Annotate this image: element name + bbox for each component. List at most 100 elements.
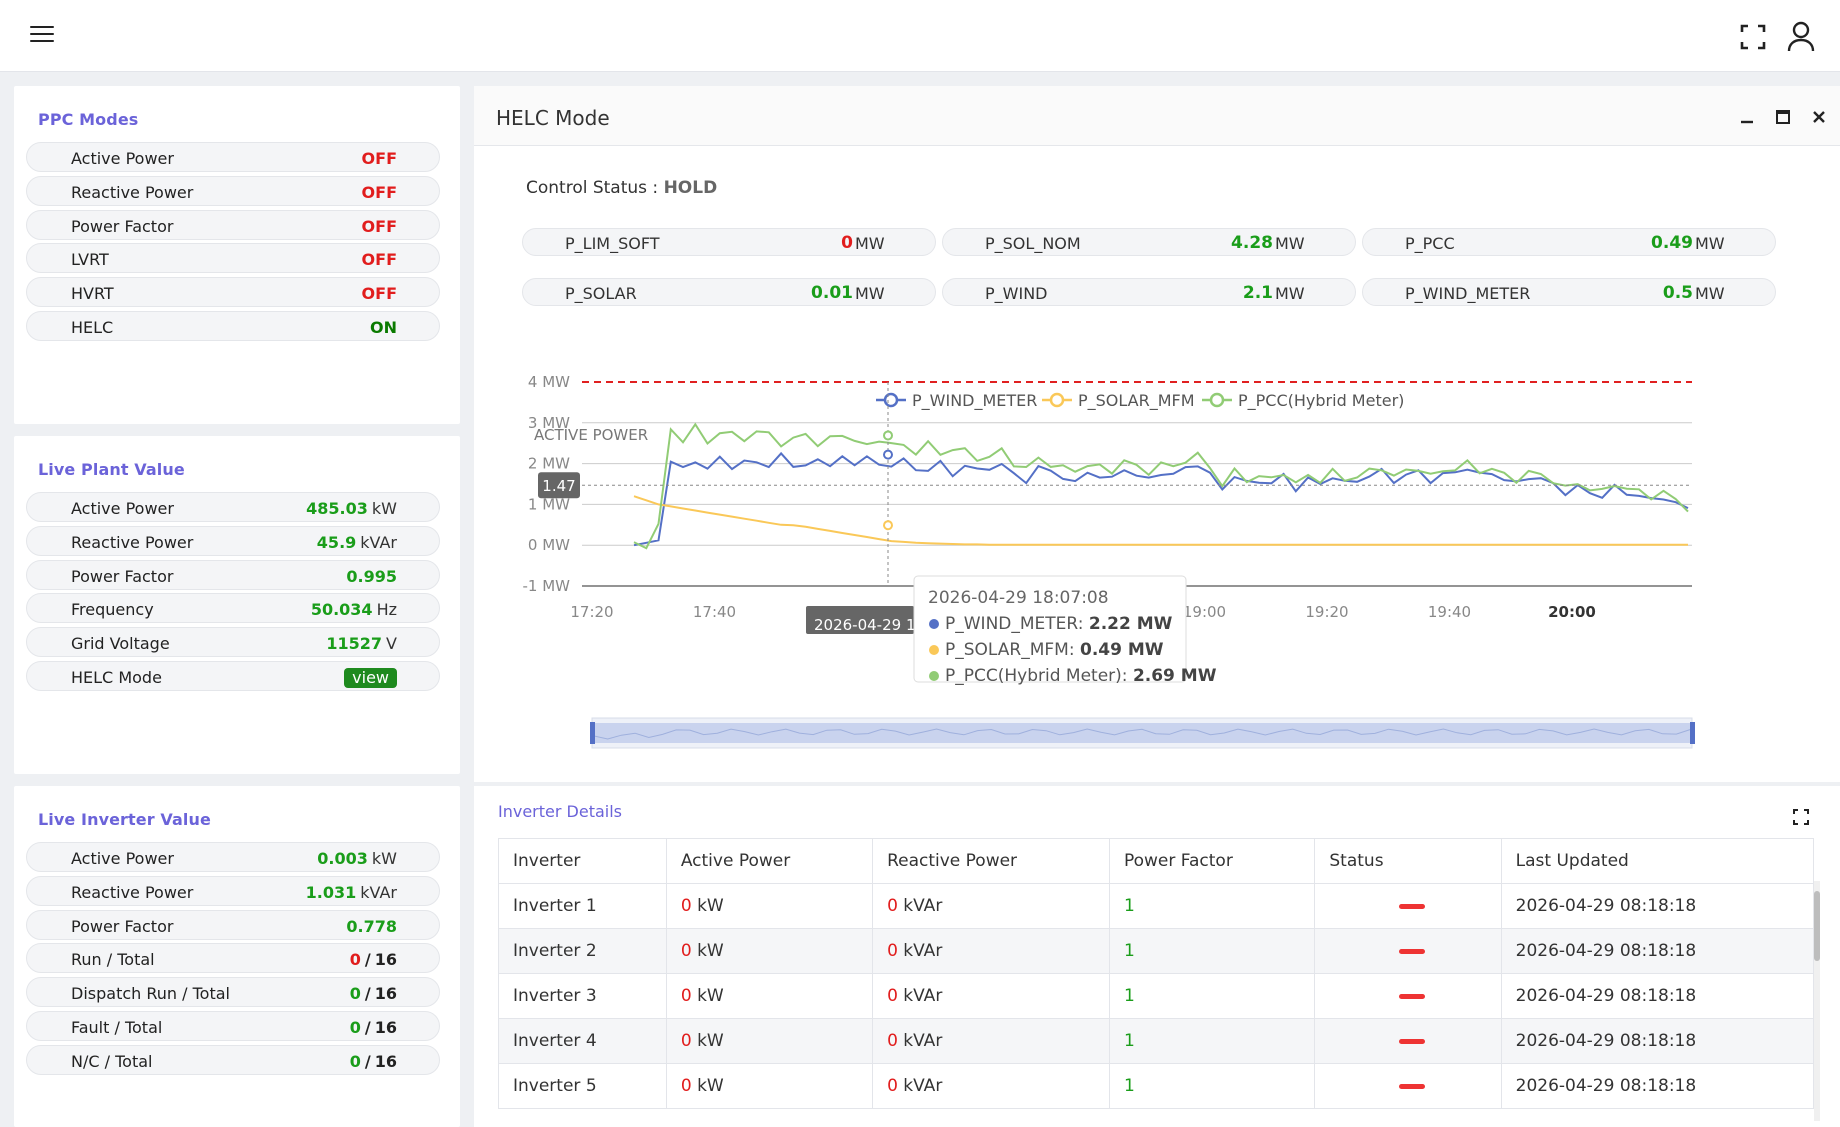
plant-value: 0.995 [346, 567, 397, 586]
table-scrollbar[interactable] [1814, 881, 1820, 1121]
plant-value-row[interactable]: HELC Mode view [26, 661, 440, 691]
helc-header: HELC Mode [474, 86, 1840, 146]
zoom-handle-left[interactable] [590, 722, 595, 744]
table-header-cell[interactable]: Last Updated [1500, 838, 1815, 884]
legend-label: P_SOLAR_MFM [1078, 391, 1195, 411]
power-factor-cell: 1 [1108, 928, 1316, 974]
helc-metric-label: P_SOL_NOM [985, 234, 1081, 253]
helc-metric-label: P_WIND_METER [1405, 284, 1531, 303]
reactive-power-unit: kVAr [903, 1076, 943, 1096]
plant-value-label: HELC Mode [71, 668, 162, 687]
tooltip-row: P_PCC(Hybrid Meter): 2.69 MW [945, 666, 1217, 686]
reactive-power-cell: 0 kVAr [872, 883, 1110, 929]
tooltip-series-name: P_PCC(Hybrid Meter) [945, 666, 1122, 686]
inverter-value: 1.031 kVAr [306, 883, 397, 902]
legend-item[interactable]: P_SOLAR_MFM [1042, 391, 1195, 411]
reactive-power-unit: kVAr [903, 941, 943, 961]
hamburger-icon[interactable] [30, 26, 54, 44]
plant-value-row: Active Power 485.03 kW [26, 492, 440, 522]
helc-metric-value: 2.1 [1242, 283, 1273, 303]
helc-metric-value: 0.01 [811, 283, 853, 303]
plant-value-unit: kVAr [360, 532, 397, 552]
y-tick-label: 1 MW [528, 495, 570, 513]
last-updated-cell: 2026-04-29 08:18:18 [1500, 973, 1815, 1019]
reactive-power-unit: kVAr [903, 896, 943, 916]
plant-value-unit: V [386, 634, 397, 654]
legend-item[interactable]: P_WIND_METER [876, 391, 1037, 411]
last-updated-cell: 2026-04-29 08:18:18 [1500, 883, 1815, 929]
inverter-value-label: Reactive Power [71, 882, 194, 902]
inverter-value: 0.003 kW [317, 849, 397, 868]
inverter-value-number: 0.778 [346, 916, 397, 936]
inverter-value: 0/16 [350, 1018, 397, 1037]
power-factor-cell: 1 [1108, 1063, 1316, 1109]
inverter-total: 16 [374, 1018, 397, 1037]
inverter-value: 0/16 [350, 984, 397, 1003]
series-line[interactable] [633, 495, 1688, 546]
active-power-chart[interactable]: P_WIND_METER P_SOLAR_MFM P_PCC(Hybrid Mete… [474, 146, 1840, 782]
inverter-count: 0 [349, 950, 361, 970]
plant-value-number: 50.034 [310, 600, 373, 620]
inverter-value-row: Fault / Total 0/16 [26, 1011, 440, 1041]
data-zoom-slider[interactable] [590, 717, 1695, 749]
power-factor-value: 1 [1123, 986, 1135, 1006]
table-header-cell[interactable]: Reactive Power [872, 838, 1110, 884]
y-tick-label: 2 MW [528, 455, 570, 473]
zoom-handle-right[interactable] [1690, 722, 1695, 744]
helc-metric: P_SOL_NOM 4.28 MW [942, 228, 1356, 256]
status-cell [1314, 928, 1502, 974]
helc-metric: P_SOLAR 0.01 MW [522, 278, 936, 306]
reactive-power-value: 0 [887, 986, 898, 1006]
helc-mode-panel: HELC Mode Control Status : HOLD P_LIM_SO… [474, 86, 1840, 782]
reactive-power-cell: 0 kVAr [872, 928, 1110, 974]
helc-metric-unit: MW [855, 234, 885, 253]
inverter-table: Inverter Active Power Reactive Power Power … [498, 838, 1815, 1109]
live-plant-card: Live Plant Value Active Power 485.03 kW Rea… [14, 436, 460, 774]
reactive-power-value: 0 [887, 1076, 898, 1096]
inverter-value-number: 0.003 [317, 849, 368, 868]
minimize-icon[interactable] [1738, 108, 1756, 126]
ppc-mode-label: HVRT [71, 284, 114, 304]
tooltip-time: 2026-04-29 18:07:08 [928, 588, 1109, 608]
fullscreen-icon[interactable] [1740, 24, 1766, 50]
last-updated-cell: 2026-04-29 08:18:18 [1500, 1063, 1815, 1109]
power-factor-value: 1 [1123, 1031, 1135, 1051]
crosshair-x-label-box [806, 606, 914, 634]
last-updated-cell: 2026-04-29 08:18:18 [1500, 928, 1815, 974]
table-header-cell[interactable]: Status [1314, 838, 1502, 884]
close-icon[interactable] [1810, 108, 1828, 126]
series-line[interactable] [633, 422, 1689, 550]
view-button[interactable]: view [344, 668, 397, 688]
maximize-icon[interactable] [1774, 108, 1792, 126]
inverter-count-separator: / [364, 1018, 371, 1037]
inverter-name-cell: Inverter 5 [498, 1063, 667, 1109]
inverter-count: 0 [349, 1051, 361, 1071]
legend-item[interactable]: P_PCC(Hybrid Meter) [1202, 391, 1404, 411]
user-icon[interactable] [1786, 20, 1816, 52]
y-axis-label: ACTIVE POWER [534, 426, 648, 444]
inverter-value-row: Active Power 0.003 kW [26, 842, 440, 872]
x-tick-label: 17:20 [570, 603, 613, 621]
tooltip-row: P_SOLAR_MFM: 0.49 MW [945, 640, 1164, 660]
plant-value: view [344, 668, 397, 688]
table-header-cell[interactable]: Power Factor [1108, 838, 1316, 884]
plant-value: 485.03 kW [306, 499, 397, 518]
ppc-mode-value: OFF [361, 149, 397, 168]
series-line[interactable] [633, 451, 1689, 547]
tooltip-row: P_WIND_METER: 2.22 MW [945, 614, 1173, 634]
helc-metric: P_WIND_METER 0.5 MW [1362, 278, 1776, 306]
helc-metric-value: 4.28 [1231, 233, 1273, 253]
y-tick-label: 4 MW [528, 373, 570, 391]
hover-point [883, 430, 893, 441]
plant-value-unit: Hz [376, 600, 397, 620]
table-header-cell[interactable]: Active Power [665, 838, 874, 884]
x-tick-label: 20:00 [1548, 603, 1596, 621]
table-header-cell[interactable]: Inverter [498, 838, 667, 884]
expand-icon[interactable] [1792, 808, 1810, 826]
ppc-mode-label: Active Power [71, 149, 174, 168]
